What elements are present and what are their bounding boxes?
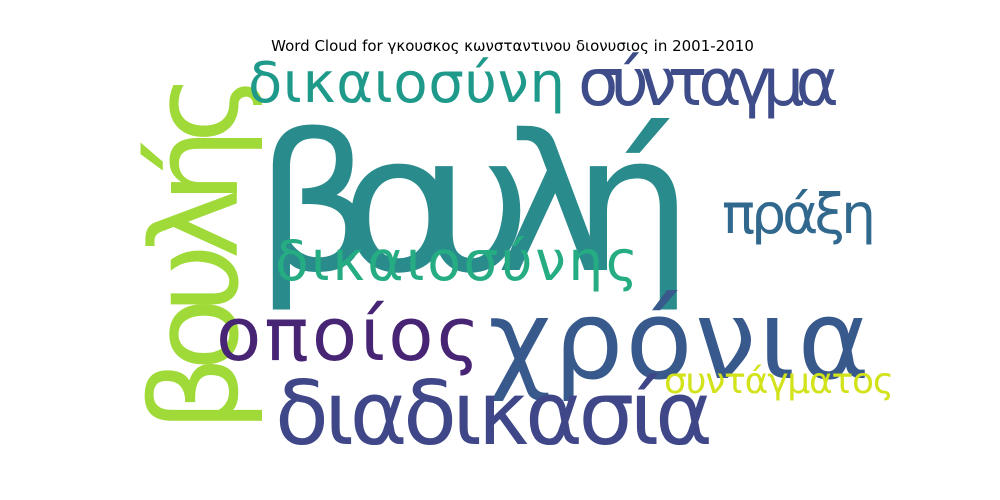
word-9: πράξη bbox=[722, 182, 880, 246]
word-3: βουλής bbox=[127, 67, 266, 432]
word-6: σύνταγμα bbox=[578, 44, 842, 121]
word-7: δικαιοσύνη bbox=[248, 51, 575, 116]
word-10: συντάγματος bbox=[664, 361, 896, 402]
word-4: διαδικασία bbox=[275, 362, 723, 465]
chart-title: Word Cloud for γκουσκος κωνσταντινου διο… bbox=[271, 37, 754, 55]
word-8: δικαιοσύνης bbox=[275, 229, 644, 293]
word-1: βουλή bbox=[255, 94, 695, 315]
word-2: χρόνια bbox=[488, 276, 876, 404]
word-5: οποίος bbox=[216, 292, 484, 378]
